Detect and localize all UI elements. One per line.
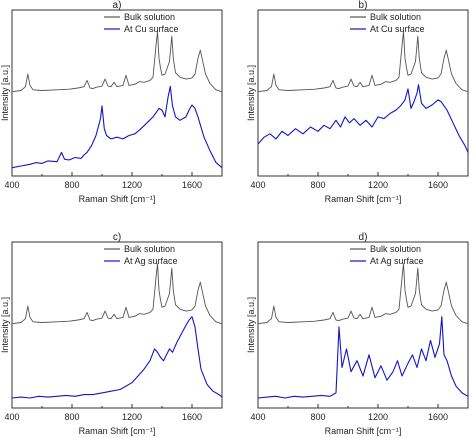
legend-entry: At Ag surface <box>370 256 424 266</box>
y-axis-label: Intensity [a.u.] <box>0 297 10 353</box>
x-axis-label: Raman Shift [cm⁻¹] <box>79 426 156 436</box>
series-line-surface <box>11 85 223 169</box>
chart-panel-2: b) 400 800 1200 1600 Raman Shift [cm⁻¹] Intens… <box>246 0 469 204</box>
x-tick-label: 1600 <box>182 412 202 422</box>
series-line-surface <box>11 316 223 399</box>
x-tick-label: 1200 <box>368 180 388 190</box>
x-tick-label: 800 <box>310 412 325 422</box>
plot-frame <box>257 241 469 409</box>
series-line-surface <box>257 84 469 153</box>
x-axis-label: Raman Shift [cm⁻¹] <box>325 426 402 436</box>
x-tick-label: 400 <box>250 412 265 422</box>
x-tick-label: 1200 <box>368 412 388 422</box>
series-line-bulk <box>11 31 223 93</box>
x-tick-label: 400 <box>4 412 19 422</box>
x-tick-label: 400 <box>4 180 19 190</box>
legend-entry: At Ag surface <box>124 256 178 266</box>
x-tick-label: 1600 <box>428 180 448 190</box>
chart-panel-3: c) 400 800 1200 1600 Raman Shift [cm⁻¹] Intens… <box>0 232 223 436</box>
panel-label: a) <box>113 0 122 11</box>
x-tick-label: 1600 <box>182 180 202 190</box>
x-tick-label: 1600 <box>428 412 448 422</box>
y-axis-label: Intensity [a.u.] <box>0 65 10 121</box>
y-axis-label: Intensity [a.u.] <box>246 297 256 353</box>
x-axis-label: Raman Shift [cm⁻¹] <box>79 194 156 204</box>
panel-label: c) <box>113 232 121 243</box>
x-tick-label: 1200 <box>122 180 142 190</box>
x-tick-label: 800 <box>310 180 325 190</box>
legend-entry: At Cu surface <box>124 24 179 34</box>
y-axis-label: Intensity [a.u.] <box>246 65 256 121</box>
x-tick-label: 800 <box>64 412 79 422</box>
panel-label: d) <box>359 232 368 243</box>
panel-label: b) <box>359 0 368 11</box>
x-tick-label: 400 <box>250 180 265 190</box>
series-line-bulk <box>257 263 469 325</box>
plot-frame <box>11 241 223 409</box>
series-line-surface <box>257 316 469 399</box>
plot-frame <box>11 9 223 177</box>
legend-entry: Bulk solution <box>124 244 175 254</box>
x-tick-label: 800 <box>64 180 79 190</box>
legend-entry: Bulk solution <box>370 244 421 254</box>
chart-panel-1: a) 400 800 1200 1600 Raman Shift [cm⁻¹] Intens… <box>0 0 223 204</box>
legend-entry: Bulk solution <box>370 12 421 22</box>
x-tick-label: 1200 <box>122 412 142 422</box>
legend-entry: Bulk solution <box>124 12 175 22</box>
plot-frame <box>257 9 469 177</box>
legend-entry: At Cu surface <box>370 24 425 34</box>
series-line-bulk <box>257 31 469 93</box>
chart-panel-4: d) 400 800 1200 1600 Raman Shift [cm⁻¹] Intens… <box>246 232 469 436</box>
x-axis-label: Raman Shift [cm⁻¹] <box>325 194 402 204</box>
series-line-bulk <box>11 263 223 325</box>
